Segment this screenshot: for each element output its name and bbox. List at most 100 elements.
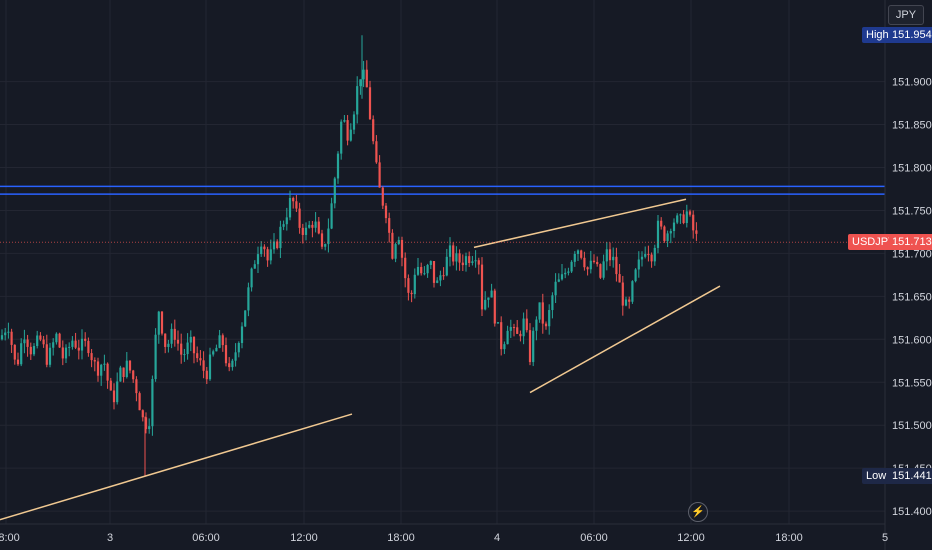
candle-body <box>269 249 272 261</box>
candle-body <box>266 249 269 261</box>
candle-body <box>301 227 304 235</box>
candle-body <box>122 367 125 377</box>
candle-body <box>426 264 429 274</box>
candle-body <box>567 271 570 273</box>
candle-body <box>576 250 580 254</box>
candle-body <box>106 363 109 381</box>
candle-body <box>45 344 48 365</box>
candle-body <box>276 241 279 249</box>
candle-body <box>324 244 327 247</box>
candle-body <box>436 280 439 283</box>
candle-body <box>256 254 260 265</box>
candle-body <box>666 233 669 241</box>
candle-body <box>445 256 448 276</box>
currency-button[interactable]: JPY <box>888 5 924 25</box>
candle-body <box>541 302 544 324</box>
candle-body <box>285 217 288 225</box>
candle-body <box>612 256 615 261</box>
lightning-icon[interactable]: ⚡ <box>688 502 708 522</box>
candle-body <box>352 114 356 130</box>
candle-body <box>631 281 634 302</box>
price-axis-labels: 151.900 151.850 151.800 151.750 151.700 151.6… <box>892 77 932 519</box>
time-axis-labels: 18:00 3 06:00 12:00 18:00 4 06:00 12:00 18:00 5 <box>0 532 888 544</box>
candle-body <box>653 247 656 262</box>
candle-body <box>61 347 64 359</box>
candle-body <box>330 203 333 229</box>
candle-body <box>615 256 618 275</box>
candle-body <box>308 224 311 228</box>
candle-body <box>244 310 247 327</box>
candle-body <box>605 249 608 262</box>
candle-body <box>442 275 445 277</box>
candle-body <box>538 302 541 320</box>
candle-body <box>685 211 688 224</box>
time-tick-label: 12:00 <box>290 532 318 544</box>
candle-body <box>368 87 372 120</box>
candle-body <box>48 347 52 365</box>
candle-body <box>503 344 506 350</box>
candle-body <box>20 343 23 365</box>
candle-body <box>231 360 234 368</box>
candle-body <box>637 259 640 270</box>
candle-body <box>640 256 644 260</box>
candle-body <box>381 187 384 206</box>
time-tick-label: 18:00 <box>775 532 803 544</box>
candle-body <box>170 328 173 344</box>
candle-body <box>58 333 61 348</box>
candle-body <box>151 379 154 427</box>
candle-body <box>522 318 525 337</box>
candle-body <box>74 340 77 348</box>
candle-body <box>148 426 151 430</box>
candle-body <box>224 345 228 364</box>
price-axis-panel[interactable] <box>885 0 932 550</box>
candle-body <box>212 351 215 355</box>
time-tick-label: 3 <box>107 532 113 544</box>
candle-body <box>375 141 378 163</box>
candle-body <box>570 261 573 272</box>
candle-body <box>250 268 253 288</box>
candle-body <box>647 254 650 256</box>
candle-body <box>416 266 420 275</box>
candle-body <box>64 347 68 359</box>
candle-body <box>10 331 13 345</box>
candle-body <box>535 319 538 331</box>
candle-body <box>55 333 58 343</box>
low-value: 151.441 <box>889 467 932 484</box>
candle-body <box>660 220 663 227</box>
candle-body <box>516 327 519 334</box>
candle-body <box>295 201 298 209</box>
candle-body <box>423 273 426 275</box>
candle-body <box>420 266 423 274</box>
candle-body <box>695 230 698 234</box>
candle-body <box>263 246 266 250</box>
time-tick-label: 12:00 <box>677 532 705 544</box>
price-tick-label: 151.600 <box>892 334 932 346</box>
candle-body <box>90 353 93 361</box>
candle-body <box>119 367 122 382</box>
candle-body <box>205 370 208 380</box>
candle-body <box>336 153 340 179</box>
candle-body <box>490 290 493 298</box>
candles <box>0 35 698 476</box>
price-tick-label: 151.750 <box>892 205 932 217</box>
candle-body <box>84 338 87 341</box>
high-label: High <box>862 27 893 44</box>
candle-body <box>228 363 231 368</box>
candle-body <box>0 335 4 340</box>
candle-body <box>429 261 432 265</box>
candle-body <box>500 322 503 350</box>
candle-body <box>116 381 119 403</box>
candle-body <box>384 205 388 219</box>
candle-body <box>407 278 410 293</box>
candle-body <box>602 261 605 278</box>
candle-body <box>452 245 455 262</box>
candle-body <box>628 299 631 302</box>
candle-body <box>32 346 36 355</box>
candle-body <box>39 335 42 340</box>
candle-body <box>125 360 128 377</box>
candle-body <box>573 253 576 262</box>
time-tick-label: 5 <box>882 532 888 544</box>
candle-body <box>189 336 192 343</box>
candle-body <box>292 197 295 202</box>
